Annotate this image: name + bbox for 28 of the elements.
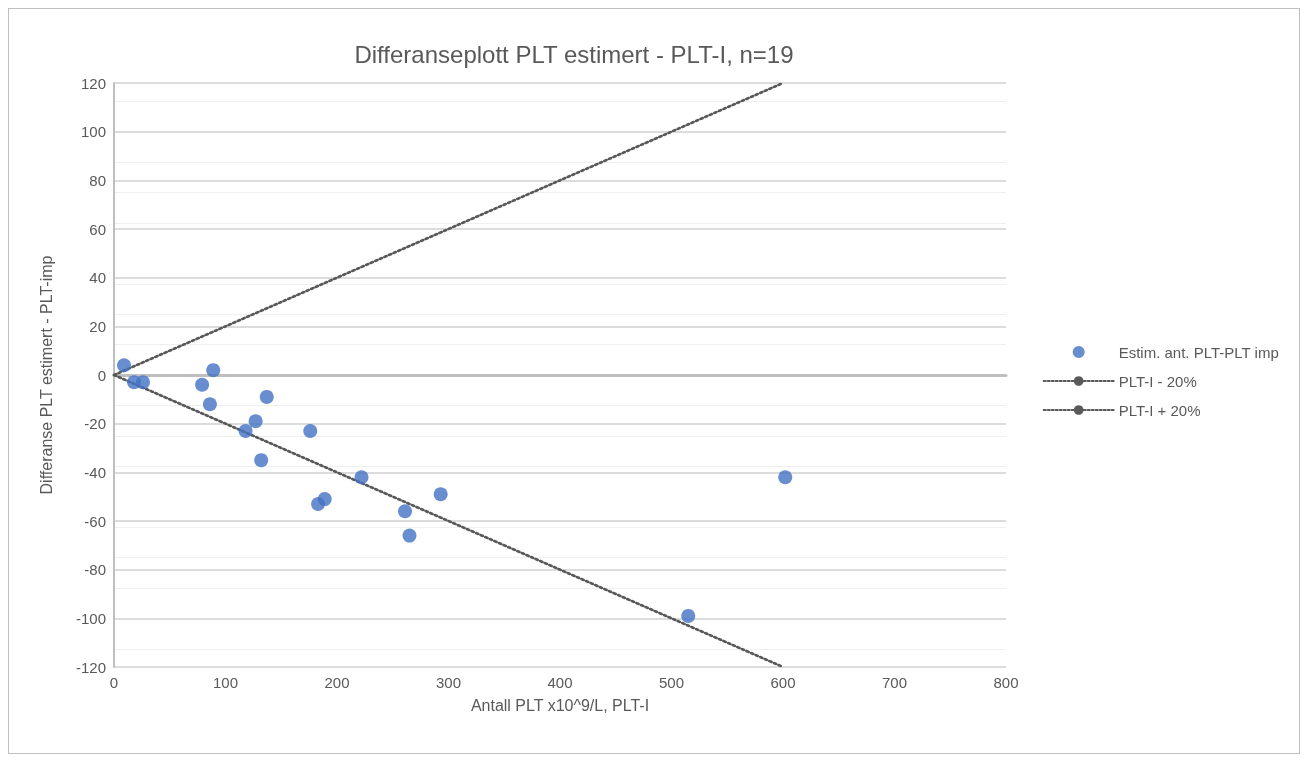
legend-label: PLT-I - 20%: [1118, 372, 1197, 390]
x-tick-label: 500: [658, 674, 685, 691]
y-tick-label: 80: [89, 171, 106, 189]
y-tick-label: -40: [84, 463, 106, 481]
y-axis-title: Differanse PLT estimert - PLT-imp: [37, 255, 55, 495]
y-tick-label: 0: [97, 366, 106, 384]
y-tick-label: -60: [84, 512, 106, 530]
chart-title: Differanseplott PLT estimert - PLT-I, n=19: [354, 40, 794, 68]
y-tick-label: 20: [89, 317, 106, 335]
y-tick-label: 120: [80, 74, 106, 92]
x-tick-label: 600: [770, 674, 796, 691]
y-tick-label: -20: [84, 415, 106, 433]
y-tick-label: 40: [89, 269, 106, 287]
y-tick-label: -80: [84, 561, 106, 579]
x-tick-label: 200: [324, 674, 350, 691]
y-tick-label: 100: [80, 123, 106, 141]
x-tick-label: 700: [881, 674, 908, 691]
legend-label: PLT-I + 20%: [1118, 401, 1201, 419]
legend-label: Estim. ant. PLT-PLT imp: [1118, 343, 1279, 361]
x-tick-label: 400: [547, 674, 573, 691]
x-tick-label: 300: [435, 674, 462, 691]
x-axis-title: Antall PLT x10^9/L, PLT-I: [470, 696, 650, 714]
x-tick-label: 0: [109, 674, 119, 691]
y-tick-label: 60: [89, 220, 106, 238]
x-tick-label: 100: [212, 674, 239, 691]
x-tick-label: 800: [993, 674, 1019, 691]
y-tick-label: -120: [75, 658, 106, 676]
y-tick-label: -100: [75, 609, 106, 627]
